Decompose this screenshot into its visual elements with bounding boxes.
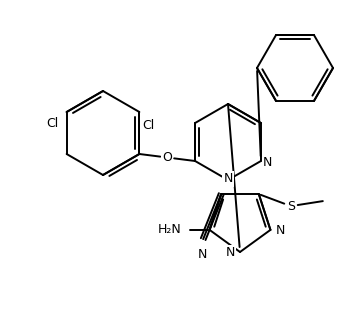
Text: N: N (263, 156, 272, 169)
Text: O: O (162, 151, 172, 164)
Text: N: N (198, 248, 207, 261)
Text: N: N (223, 172, 233, 185)
Text: H₂N: H₂N (158, 223, 182, 236)
Text: Cl: Cl (142, 119, 155, 132)
Text: N: N (226, 246, 235, 259)
Text: S: S (287, 200, 295, 213)
Text: N: N (276, 225, 285, 238)
Text: Cl: Cl (46, 117, 59, 130)
